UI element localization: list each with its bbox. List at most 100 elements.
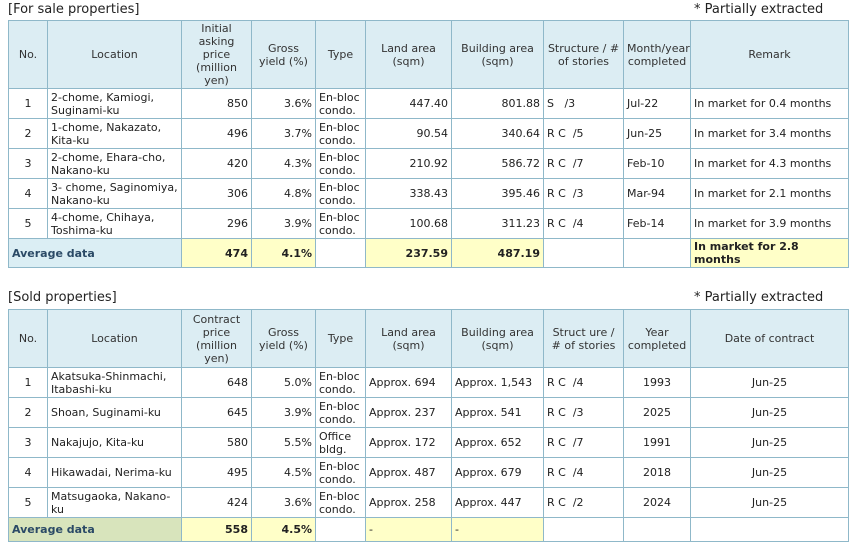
cell: 210.92 <box>365 148 452 179</box>
header-cell: No. <box>8 309 48 368</box>
cell: 5 <box>8 208 48 239</box>
cell: 1 <box>8 88 48 119</box>
cell: Approx. 258 <box>365 487 452 518</box>
for-sale-table: No. Location Initial asking price (million… <box>8 20 849 268</box>
data-row: 2 Shoan, Suginami-ku 645 3.9% En-bloc condo.… <box>8 397 849 428</box>
average-row: Average data 474 4.1% 237.59 487.19 In market… <box>8 238 849 268</box>
cell: 3.9% <box>251 397 316 428</box>
data-row: 3 2-chome, Ehara-cho, Nakano-ku 420 4.3% En-… <box>8 148 849 179</box>
header-cell: Year completed <box>623 309 691 368</box>
average-row: Average data 558 4.5% - - <box>8 517 849 542</box>
cell: Jun-25 <box>690 397 849 428</box>
cell: En-bloc condo. <box>315 88 366 119</box>
cell: 496 <box>181 118 252 149</box>
caption: [For sale properties] <box>8 2 140 17</box>
cell: 1 <box>8 367 48 398</box>
average-cell: 4.1% <box>251 238 316 268</box>
cell: 801.88 <box>451 88 544 119</box>
cell: 395.46 <box>451 178 544 209</box>
cell: 5.5% <box>251 427 316 458</box>
header-cell: Contract price (million yen) <box>181 309 252 368</box>
cell: Shoan, Suginami-ku <box>47 397 182 428</box>
header-cell: No. <box>8 20 48 89</box>
empty-cell <box>690 517 849 542</box>
cell: Jun-25 <box>690 457 849 488</box>
cell: 586.72 <box>451 148 544 179</box>
average-cell: 487.19 <box>451 238 544 268</box>
cell: In market for 3.4 months <box>690 118 849 149</box>
average-cell: 237.59 <box>365 238 452 268</box>
average-label: Average data <box>8 517 182 542</box>
average-cell: 4.5% <box>251 517 316 542</box>
cell: In market for 3.9 months <box>690 208 849 239</box>
cell: Jun-25 <box>690 367 849 398</box>
note: * Partially extracted <box>694 2 824 17</box>
cell: 3.6% <box>251 88 316 119</box>
average-cell: - <box>365 517 452 542</box>
cell: 2-chome, Ehara-cho, Nakano-ku <box>47 148 182 179</box>
cell: 5.0% <box>251 367 316 398</box>
data-row: 1 Akatsuka-Shinmachi, Itabashi-ku 648 5.0% E… <box>8 367 849 398</box>
cell: 3 <box>8 427 48 458</box>
cell: En-bloc condo. <box>315 487 366 518</box>
empty-cell <box>543 517 624 542</box>
cell: R C /5 <box>543 118 624 149</box>
cell: R C /3 <box>543 397 624 428</box>
cell: Feb-10 <box>623 148 691 179</box>
cell: Approx. 652 <box>451 427 544 458</box>
data-row: 5 4-chome, Chihaya, Toshima-ku 296 3.9% En-b… <box>8 208 849 239</box>
cell: 311.23 <box>451 208 544 239</box>
cell: In market for 0.4 months <box>690 88 849 119</box>
average-cell: In market for 2.8 months <box>690 238 849 268</box>
empty-cell <box>315 238 366 268</box>
data-row: 4 3- chome, Saginomiya, Nakano-ku 306 4.8% E… <box>8 178 849 209</box>
cell: 2018 <box>623 457 691 488</box>
cell: 645 <box>181 397 252 428</box>
cell: 340.64 <box>451 118 544 149</box>
average-cell: - <box>451 517 544 542</box>
average-cell: 558 <box>181 517 252 542</box>
header-cell: Struct ure / # of stories <box>543 309 624 368</box>
data-row: 1 2-chome, Kamiogi, Suginami-ku 850 3.6% En-… <box>8 88 849 119</box>
header-cell: Type <box>315 20 366 89</box>
cell: R C /4 <box>543 367 624 398</box>
data-row: 3 Nakajujo, Kita-ku 580 5.5% Office bldg. App… <box>8 427 849 458</box>
caption: [Sold properties] <box>8 290 117 305</box>
cell: 1-chome, Nakazato, Kita-ku <box>47 118 182 149</box>
cell: In market for 4.3 months <box>690 148 849 179</box>
cell: 3.9% <box>251 208 316 239</box>
header-cell: Land area (sqm) <box>365 20 452 89</box>
cell: 580 <box>181 427 252 458</box>
cell: En-bloc condo. <box>315 457 366 488</box>
empty-cell <box>315 517 366 542</box>
cell: 2025 <box>623 397 691 428</box>
cell: 2-chome, Kamiogi, Suginami-ku <box>47 88 182 119</box>
cell: En-bloc condo. <box>315 148 366 179</box>
cell: R C /4 <box>543 208 624 239</box>
cell: 296 <box>181 208 252 239</box>
data-row: 5 Matsugaoka, Nakano-ku 424 3.6% En-bloc con… <box>8 487 849 518</box>
cell: R C /7 <box>543 427 624 458</box>
cell: 2024 <box>623 487 691 518</box>
cell: 5 <box>8 487 48 518</box>
cell: 4.5% <box>251 457 316 488</box>
cell: 648 <box>181 367 252 398</box>
cell: 338.43 <box>365 178 452 209</box>
cell: 90.54 <box>365 118 452 149</box>
cell: En-bloc condo. <box>315 208 366 239</box>
cell: 4.8% <box>251 178 316 209</box>
cell: Approx. 447 <box>451 487 544 518</box>
cell: 2 <box>8 118 48 149</box>
cell: Approx. 237 <box>365 397 452 428</box>
cell: 850 <box>181 88 252 119</box>
cell: 100.68 <box>365 208 452 239</box>
cell: Approx. 694 <box>365 367 452 398</box>
sold-table: No. Location Contract price (million yen) G… <box>8 309 849 542</box>
cell: Nakajujo, Kita-ku <box>47 427 182 458</box>
empty-cell <box>623 517 691 542</box>
cell: 4 <box>8 178 48 209</box>
cell: En-bloc condo. <box>315 367 366 398</box>
header-cell: Location <box>47 20 182 89</box>
cell: R C /3 <box>543 178 624 209</box>
